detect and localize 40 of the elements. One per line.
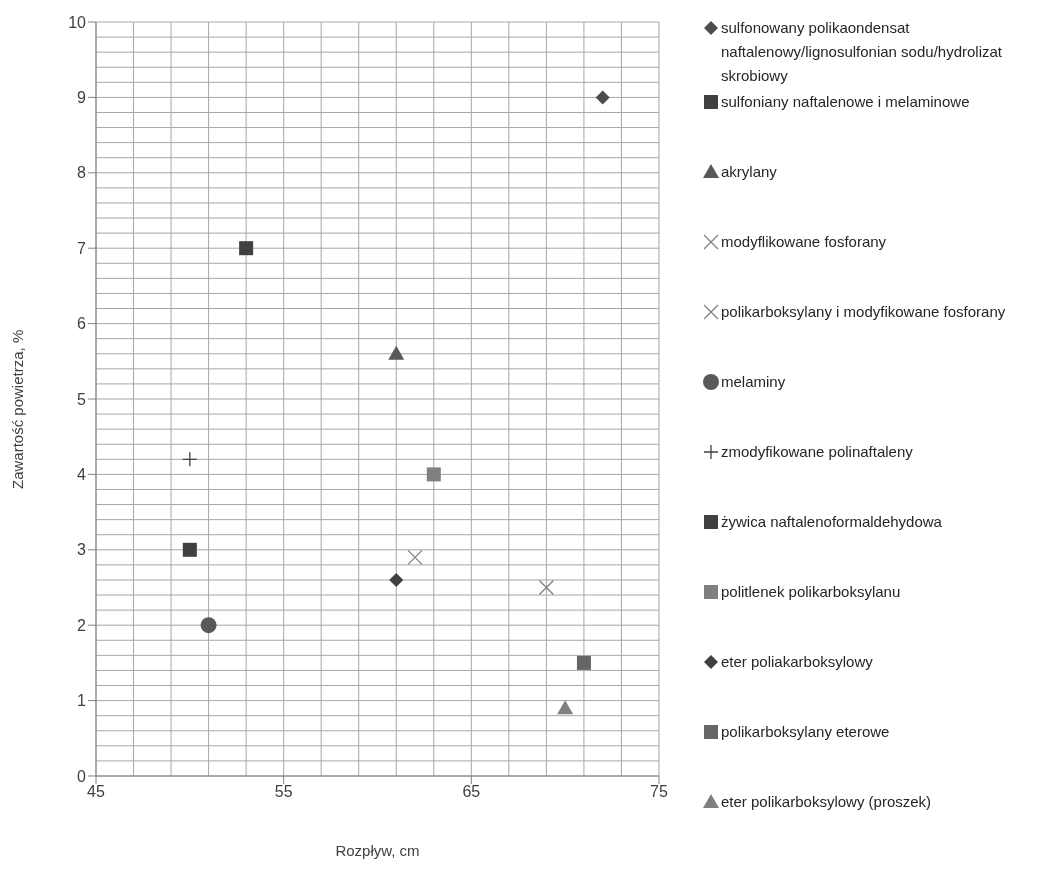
x-axis-title: Rozpływ, cm [335,842,420,859]
y-tick-label: 10 [68,13,87,31]
legend-label: politlenek polikarboksylanu [721,582,901,602]
legend-label: polikarboksylany i modyfikowane fosforany [721,302,1006,322]
legend-label: polikarboksylany eterowe [721,722,890,742]
y-tick-label: 1 [77,692,87,710]
y-tick-label: 6 [77,315,87,333]
point [557,700,574,715]
point [576,655,591,670]
point [426,467,441,482]
legend-label: modyflikowane fosforany [721,232,887,252]
x-tick-label: 55 [274,783,293,801]
point [182,542,197,557]
x-tick-label: 65 [462,783,481,801]
y-axis-title: Zawartość powietrza, % [9,329,27,489]
point [239,241,254,256]
legend-label: żywica naftalenoformaldehydowa [721,512,942,532]
point [595,90,610,105]
y-tick-label: 0 [77,767,87,785]
point [388,345,405,360]
y-tick-label: 7 [77,239,87,257]
legend-label: eter polikarboksylowy (proszek) [721,792,932,812]
point [200,617,217,634]
legend-label: eter poliakarboksylowy [721,652,873,672]
point [407,549,423,565]
point [389,572,404,587]
y-tick-label: 4 [77,466,87,484]
legend-label: melaminy [721,372,786,392]
x-tick-label: 45 [87,783,105,801]
y-tick-label: 8 [77,164,87,182]
point [538,579,555,596]
y-tick-label: 2 [77,616,87,634]
legend-label: sulfoniany naftalenowe i melaminowe [721,92,970,112]
y-tick-label: 3 [77,541,87,559]
point [182,451,198,467]
legend-label: zmodyfikowane polinaftaleny [721,442,913,462]
x-tick-label: 75 [650,783,668,801]
y-tick-label: 9 [77,89,87,107]
legend-label: akrylany [721,162,777,182]
y-tick-label: 5 [77,390,87,408]
